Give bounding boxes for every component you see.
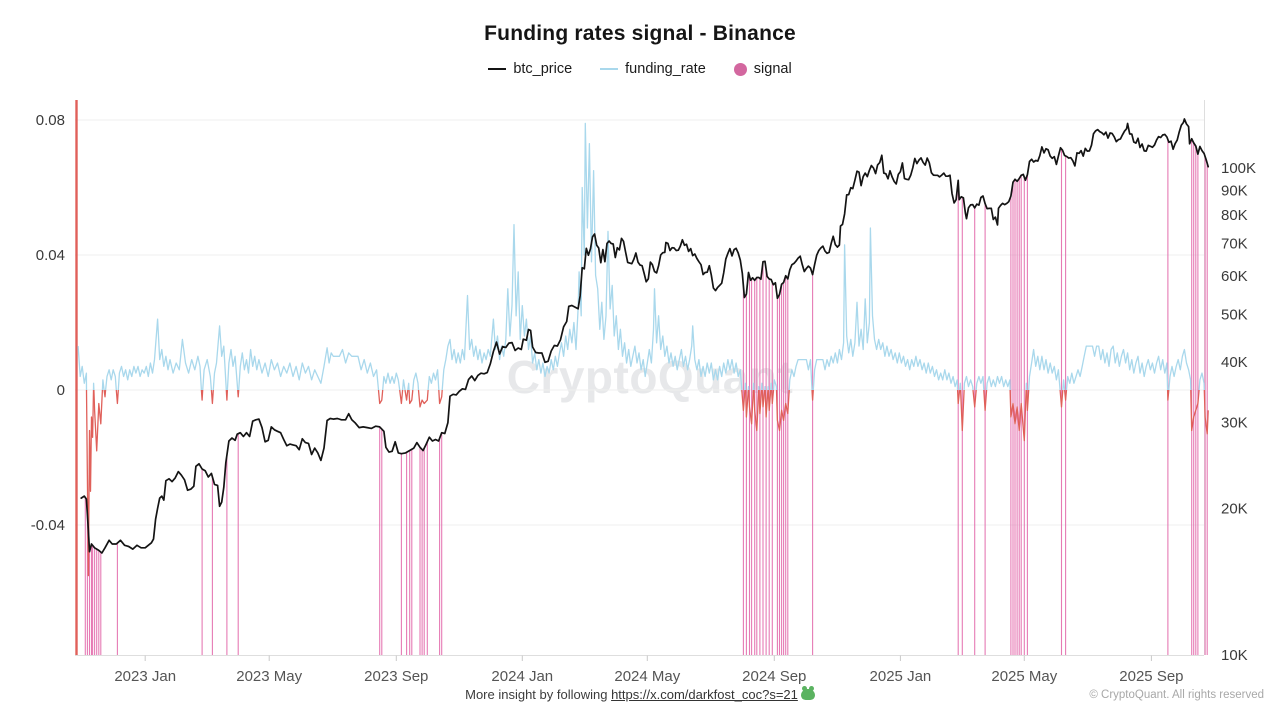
svg-text:2025 Sep: 2025 Sep	[1119, 668, 1183, 685]
svg-text:2024 Sep: 2024 Sep	[742, 668, 806, 685]
svg-text:10K: 10K	[1221, 647, 1248, 664]
svg-text:2025 May: 2025 May	[991, 668, 1057, 685]
funding-rate-line	[77, 122, 1209, 577]
chart-title: Funding rates signal - Binance	[484, 22, 796, 45]
footer-note: More insight by following https://x.com/…	[0, 686, 1280, 702]
svg-text:0.08: 0.08	[36, 112, 65, 129]
svg-text:0.04: 0.04	[36, 247, 65, 264]
legend-item-btc-price[interactable]: btc_price	[488, 61, 572, 77]
btc-price-line-swatch-icon	[488, 68, 507, 70]
svg-text:2023 Sep: 2023 Sep	[364, 668, 428, 685]
svg-text:40K: 40K	[1221, 354, 1248, 371]
left-axis-labels: 0.08 0.04 0 -0.04	[31, 112, 65, 534]
gridlines	[75, 119, 1204, 526]
svg-text:30K: 30K	[1221, 415, 1248, 432]
legend-item-signal[interactable]: signal	[733, 61, 792, 77]
svg-text:2024 May: 2024 May	[614, 668, 680, 685]
legend-label-signal: signal	[753, 61, 792, 77]
svg-text:80K: 80K	[1221, 207, 1248, 224]
svg-text:50K: 50K	[1221, 307, 1248, 324]
svg-text:60K: 60K	[1221, 268, 1248, 285]
svg-text:70K: 70K	[1221, 235, 1248, 252]
copyright-note: © CryptoQuant. All rights reserved	[1089, 689, 1264, 701]
frog-emoji-icon	[800, 686, 815, 700]
legend-item-funding-rate[interactable]: funding_rate	[600, 61, 706, 77]
signal-dot-swatch-icon	[733, 62, 747, 76]
svg-text:2025 Jan: 2025 Jan	[870, 668, 932, 685]
x-axis-labels: 2023 Jan 2023 May 2023 Sep 2024 Jan 2024 May…	[114, 668, 1183, 685]
svg-text:2024 Jan: 2024 Jan	[491, 668, 553, 685]
axes	[75, 100, 1205, 661]
footer-text: More insight by following	[465, 687, 612, 702]
svg-text:90K: 90K	[1221, 182, 1248, 199]
funding-rate-line-swatch-icon	[600, 68, 619, 70]
svg-text:20K: 20K	[1221, 500, 1248, 517]
signal-lines	[84, 138, 1208, 655]
svg-text:2023 Jan: 2023 Jan	[114, 668, 176, 685]
svg-text:100K: 100K	[1221, 160, 1256, 177]
legend-label-funding-rate: funding_rate	[625, 61, 706, 77]
svg-text:-0.04: -0.04	[31, 517, 65, 534]
btc-price-line	[80, 118, 1210, 554]
legend-label-btc-price: btc_price	[513, 61, 573, 77]
footer-link[interactable]: https://x.com/darkfost_coc?s=21	[611, 687, 798, 702]
legend: btc_price funding_rate signal	[0, 61, 1280, 77]
svg-text:0: 0	[57, 382, 65, 399]
svg-text:2023 May: 2023 May	[236, 668, 302, 685]
right-axis-labels: 100K 90K 80K 70K 60K 50K 40K 30K 20K 10K	[1221, 160, 1256, 664]
